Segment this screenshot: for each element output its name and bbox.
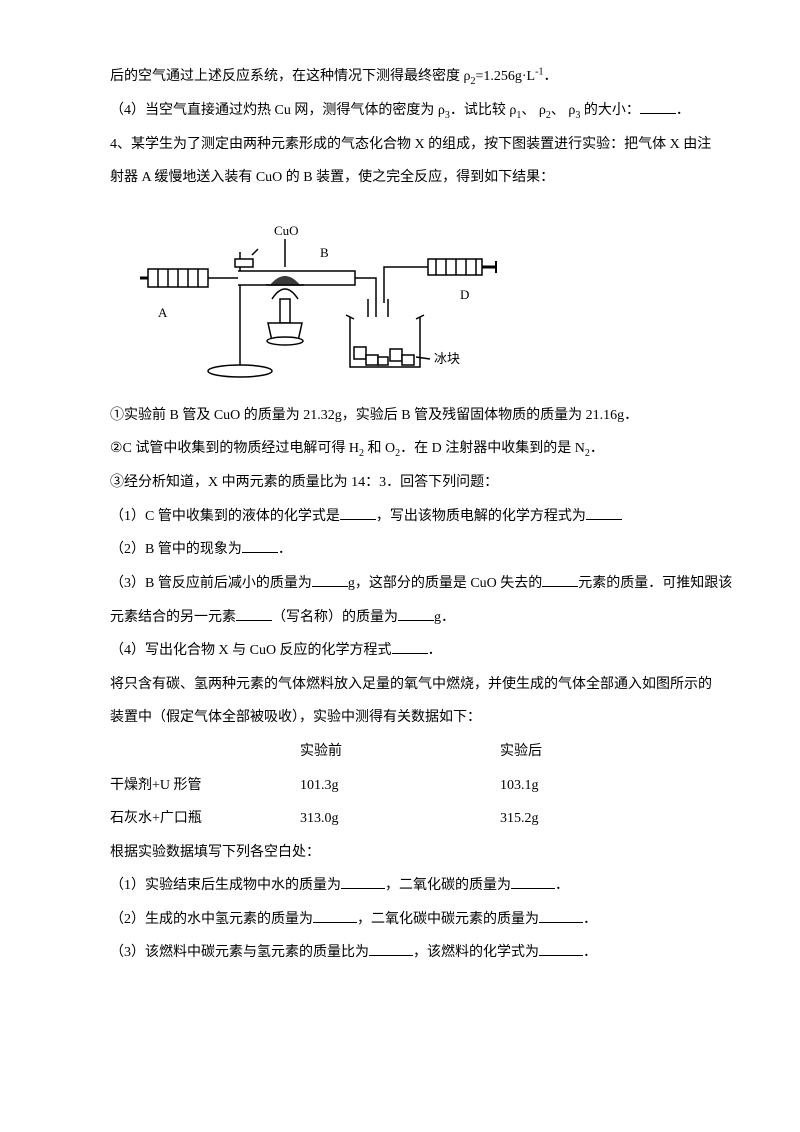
t: （3）该燃料中碳元素与氢元素的质量比为 <box>110 945 369 960</box>
svg-text:D: D <box>460 287 469 302</box>
t: ．在 D 注射器中收集到的是 N <box>400 441 585 456</box>
table-cell: 石灰水+广口瓶 <box>110 802 300 836</box>
table-header-row: 实验前 实验后 <box>110 735 710 769</box>
fill-blank <box>313 909 357 923</box>
t: ②C 试管中收集到的物质经过电解可得 H <box>110 441 359 456</box>
text-line: 将只含有碳、氢两种元素的气体燃料放入足量的氧气中燃烧，并使生成的气体全部通入如图… <box>110 668 710 702</box>
fill-blank <box>341 875 385 889</box>
t: ，二氧化碳中碳元素的质量为 <box>357 912 539 927</box>
t: ③经分析知道，X 中两元素的质量比为 14：3．回答下列问题： <box>110 475 498 490</box>
t: ． <box>278 542 292 557</box>
text-line: （1）C 管中收集到的液体的化学式是 ，写出该物质电解的化学方程式为 <box>110 500 710 534</box>
t: ，该燃料的化学式为 <box>413 945 539 960</box>
t: 装置中（假定气体全部被吸收），实验中测得有关数据如下： <box>110 710 481 725</box>
t: 后的空气通过上述反应系统，在这种情况下测得最终密度 ρ <box>110 69 471 84</box>
text-line: （2）B 管中的现象为 ． <box>110 533 710 567</box>
fill-blank <box>586 506 622 520</box>
fill-blank <box>369 942 413 956</box>
t: （3）B 管反应前后减小的质量为 <box>110 576 312 591</box>
fill-blank <box>640 100 676 114</box>
svg-text:A: A <box>158 305 168 320</box>
table-cell: 实验后 <box>500 735 660 769</box>
text-line: ①实验前 B 管及 CuO 的质量为 21.32g，实验后 B 管及残留固体物质… <box>110 399 710 433</box>
text-line: （2）生成的水中氢元素的质量为 ，二氧化碳中碳元素的质量为 ． <box>110 903 710 937</box>
t: （2）生成的水中氢元素的质量为 <box>110 912 313 927</box>
t: 的大小： <box>580 103 640 118</box>
t: ． <box>583 945 597 960</box>
t: ． <box>590 441 604 456</box>
t: ． <box>555 878 569 893</box>
text-line: 后的空气通过上述反应系统，在这种情况下测得最终密度 ρ2=1.256g·L-1． <box>110 60 710 94</box>
text-line: 根据实验数据填写下列各空白处： <box>110 836 710 870</box>
t: 根据实验数据填写下列各空白处： <box>110 845 320 860</box>
t: （2）B 管中的现象为 <box>110 542 242 557</box>
t: g． <box>434 610 455 625</box>
fill-blank <box>398 607 434 621</box>
text-line: 元素结合的另一元素 （写名称）的质量为 g． <box>110 601 710 635</box>
t: 、 ρ <box>551 103 576 118</box>
text-line: （3）B 管反应前后减小的质量为g，这部分的质量是 CuO 失去的元素的质量．可… <box>110 567 710 601</box>
t: （1）C 管中收集到的液体的化学式是 <box>110 509 340 524</box>
table-cell: 313.0g <box>300 802 500 836</box>
text-line: （4）写出化合物 X 与 CuO 反应的化学方程式 ． <box>110 634 710 668</box>
t: 和 O <box>364 441 395 456</box>
t: 、 ρ <box>521 103 546 118</box>
text-line: ③经分析知道，X 中两元素的质量比为 14：3．回答下列问题： <box>110 466 710 500</box>
t: （写名称）的质量为 <box>272 610 398 625</box>
fill-blank <box>511 875 555 889</box>
t: ． <box>583 912 597 927</box>
t: ． <box>676 103 690 118</box>
fill-blank <box>312 573 348 587</box>
t: 元素的质量．可推知跟该 <box>578 576 732 591</box>
svg-text:CuO: CuO <box>274 223 299 238</box>
fill-blank <box>340 506 376 520</box>
t: 4、某学生为了测定由两种元素形成的气态化合物 X 的组成，按下图装置进行实验：把… <box>110 137 711 152</box>
table-cell: 101.3g <box>300 769 500 803</box>
table-cell: 干燥剂+U 形管 <box>110 769 300 803</box>
t: ①实验前 B 管及 CuO 的质量为 21.32g，实验后 B 管及残留固体物质… <box>110 408 638 423</box>
svg-text:冰块: 冰块 <box>434 351 460 366</box>
t: g，这部分的质量是 CuO 失去的 <box>348 576 542 591</box>
table-cell <box>110 735 300 769</box>
t: （4）当空气直接通过灼热 Cu 网，测得气体的密度为 ρ <box>110 103 445 118</box>
table-cell: 103.1g <box>500 769 660 803</box>
t: ．试比较 ρ <box>450 103 517 118</box>
table-row: 干燥剂+U 形管 101.3g 103.1g <box>110 769 710 803</box>
fill-blank <box>542 573 578 587</box>
text-line: （4）当空气直接通过灼热 Cu 网，测得气体的密度为 ρ3．试比较 ρ1、 ρ2… <box>110 94 710 128</box>
t: =1.256g·L <box>476 69 536 84</box>
t: ． <box>543 69 557 84</box>
t: ，二氧化碳的质量为 <box>385 878 511 893</box>
table-cell: 实验前 <box>300 735 500 769</box>
t: （4）写出化合物 X 与 CuO 反应的化学方程式 <box>110 643 392 658</box>
fill-blank <box>539 942 583 956</box>
text-line: 装置中（假定气体全部被吸收），实验中测得有关数据如下： <box>110 701 710 735</box>
text-line: 射器 A 缓慢地送入装有 CuO 的 B 装置，使之完全反应，得到如下结果： <box>110 161 710 195</box>
t: 元素结合的另一元素 <box>110 610 236 625</box>
t: ，写出该物质电解的化学方程式为 <box>376 509 586 524</box>
t: ． <box>428 643 442 658</box>
table-cell: 315.2g <box>500 802 660 836</box>
t: 射器 A 缓慢地送入装有 CuO 的 B 装置，使之完全反应，得到如下结果： <box>110 170 554 185</box>
text-line: （3）该燃料中碳元素与氢元素的质量比为 ，该燃料的化学式为 ． <box>110 936 710 970</box>
fill-blank <box>392 640 428 654</box>
t: 将只含有碳、氢两种元素的气体燃料放入足量的氧气中燃烧，并使生成的气体全部通入如图… <box>110 677 712 692</box>
apparatus-diagram: A CuO B C <box>140 207 500 387</box>
t: （1）实验结束后生成物中水的质量为 <box>110 878 341 893</box>
svg-text:B: B <box>320 245 329 260</box>
fill-blank <box>242 539 278 553</box>
fill-blank <box>236 607 272 621</box>
text-line: 4、某学生为了测定由两种元素形成的气态化合物 X 的组成，按下图装置进行实验：把… <box>110 128 710 162</box>
text-line: ②C 试管中收集到的物质经过电解可得 H2 和 O2．在 D 注射器中收集到的是… <box>110 432 710 466</box>
text-line: （1）实验结束后生成物中水的质量为 ，二氧化碳的质量为 ． <box>110 869 710 903</box>
fill-blank <box>539 909 583 923</box>
table-row: 石灰水+广口瓶 313.0g 315.2g <box>110 802 710 836</box>
